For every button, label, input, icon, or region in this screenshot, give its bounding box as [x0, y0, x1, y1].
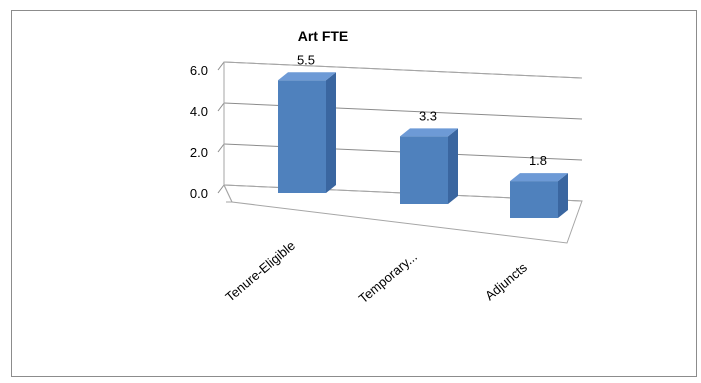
bar-top	[510, 173, 568, 182]
y-tick-label: 2.0	[190, 145, 208, 160]
data-label: 3.3	[419, 108, 437, 123]
bars	[278, 72, 568, 218]
bar-front	[510, 181, 558, 218]
bar	[278, 72, 336, 193]
gridline-side	[217, 102, 225, 112]
gridline-side	[217, 61, 225, 71]
bar	[400, 128, 458, 204]
chart-title: Art FTE	[298, 28, 349, 44]
y-tick-label: 4.0	[190, 104, 208, 119]
bar-top	[278, 72, 336, 81]
bar-side	[558, 173, 568, 218]
bar-front	[400, 136, 448, 204]
y-tick-label: 0.0	[190, 186, 208, 201]
chart-frame: Art FTE 0.0 2.0 4.0 6.0 5.5 3.3 1.8 Tenure-El…	[11, 10, 697, 377]
x-tick-label: Tenure-Eligible	[222, 238, 298, 305]
bar-front	[278, 80, 326, 193]
x-axis-ticks: Tenure-Eligible Temporary... Adjuncts	[222, 238, 530, 306]
floor-outline	[223, 184, 583, 244]
gridline-side	[217, 143, 225, 153]
x-tick-label: Temporary...	[356, 249, 420, 306]
bar-side	[448, 128, 458, 204]
bar	[510, 173, 568, 218]
data-label: 5.5	[297, 52, 315, 67]
gridline	[223, 102, 583, 120]
y-tick-label: 6.0	[190, 63, 208, 78]
chart-svg: Art FTE 0.0 2.0 4.0 6.0 5.5 3.3 1.8 Tenure-El…	[190, 28, 583, 306]
x-tick-label: Adjuncts	[482, 259, 530, 303]
bar-side	[326, 72, 336, 193]
bar-top	[400, 128, 458, 137]
chart-walls	[223, 61, 583, 244]
data-label: 1.8	[529, 153, 547, 168]
y-axis-ticks: 0.0 2.0 4.0 6.0	[190, 63, 208, 201]
data-labels: 5.5 3.3 1.8	[297, 52, 547, 168]
gridline-side	[217, 184, 225, 194]
